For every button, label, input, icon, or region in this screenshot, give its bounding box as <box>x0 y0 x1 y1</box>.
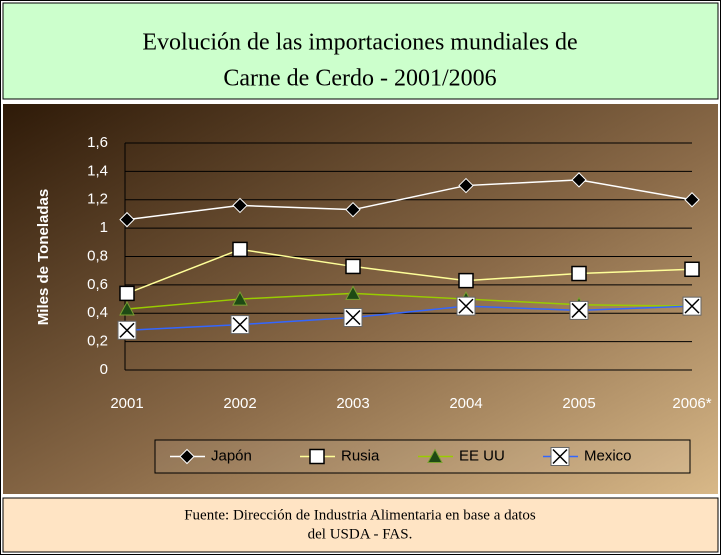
marker <box>232 291 248 306</box>
legend-item: Japón <box>170 447 252 464</box>
marker <box>427 448 443 463</box>
y-axis-label: Miles de Toneladas <box>35 189 52 325</box>
marker <box>309 448 325 465</box>
marker-cross <box>345 309 361 326</box>
source: del USDA - FAS. <box>308 526 413 542</box>
plot: 0 0,2 0,4 0,6 0,8 1 1,2 1,4 1,6 2001 2002 2003 2004 2… <box>87 134 712 474</box>
series-line <box>126 248 693 295</box>
x-tick-label: 2006* <box>672 395 711 412</box>
chart-title: Evolución de las importaciones mundiales… <box>142 30 577 56</box>
series-line <box>126 292 693 310</box>
marker-cross <box>552 448 568 465</box>
legend-item: EE UU <box>418 447 505 464</box>
marker <box>119 285 135 302</box>
marker <box>345 201 361 218</box>
x-tick-label: 2001 <box>110 395 143 412</box>
y-tick-label: 0 <box>100 361 108 378</box>
legend-label: Rusia <box>341 447 380 464</box>
marker <box>458 177 474 194</box>
y-tick-label: 0,6 <box>87 276 108 293</box>
marker <box>684 192 700 208</box>
x-tick-label: 2005 <box>562 395 595 412</box>
marker <box>684 261 700 278</box>
marker <box>458 272 474 289</box>
marker-cross <box>232 317 248 333</box>
marker-cross <box>119 322 135 338</box>
marker <box>682 296 702 316</box>
marker-cross <box>684 298 700 314</box>
marker <box>456 296 476 316</box>
y-tick-label: 1,2 <box>87 191 108 208</box>
legend-label: EE UU <box>459 447 505 464</box>
y-tick-label: 1,6 <box>87 134 108 151</box>
marker <box>179 448 195 465</box>
source: Fuente: Dirección de Industria Alimentar… <box>184 507 536 523</box>
title-box <box>2 2 719 100</box>
marker <box>343 308 363 328</box>
marker <box>232 197 248 214</box>
legend-item: Mexico <box>543 447 632 466</box>
series-line <box>126 305 693 332</box>
marker <box>571 172 587 188</box>
legend-label: Mexico <box>584 447 632 464</box>
series-line <box>126 179 693 221</box>
y-tick-label: 0,8 <box>87 247 108 264</box>
y-tick-label: 0,4 <box>87 304 108 321</box>
x-tick-label: 2003 <box>336 395 369 412</box>
marker <box>571 265 587 282</box>
source-box <box>2 497 719 553</box>
plot-background <box>3 104 718 494</box>
marker <box>119 211 135 228</box>
legend-label: Japón <box>211 447 252 464</box>
legend-item: Rusia <box>300 447 380 464</box>
y-tick-label: 0,2 <box>87 333 108 350</box>
marker <box>230 315 250 335</box>
marker <box>345 258 361 275</box>
marker-cross <box>458 298 474 314</box>
marker <box>569 300 589 320</box>
chart-title: Carne de Cerdo - 2001/2006 <box>223 66 496 92</box>
marker <box>119 300 135 316</box>
x-tick-label: 2004 <box>449 395 482 412</box>
marker <box>232 241 248 258</box>
marker <box>550 447 570 466</box>
y-tick-label: 1 <box>100 219 108 236</box>
y-tick-label: 1,4 <box>87 162 108 179</box>
marker <box>345 285 361 300</box>
x-tick-label: 2002 <box>223 395 256 412</box>
marker-cross <box>571 302 587 318</box>
marker <box>117 320 137 340</box>
